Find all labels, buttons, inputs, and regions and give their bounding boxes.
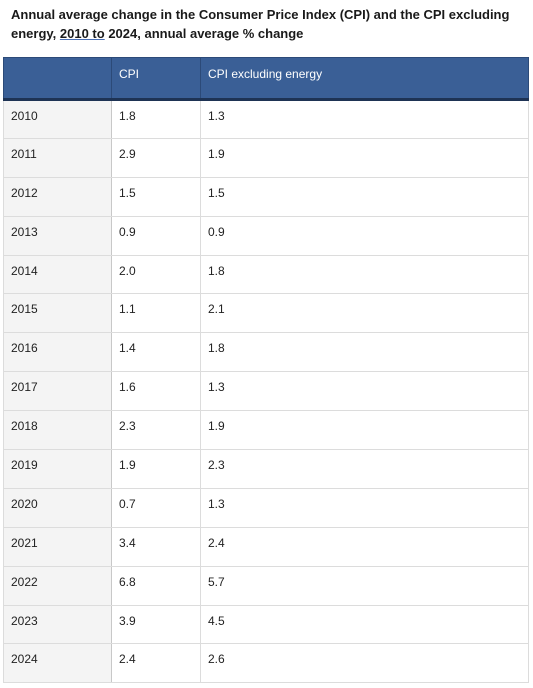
table-body: 2010 1.8 1.3 2011 2.9 1.9 2012 1.5 1.5 2013 0.9 0.9… bbox=[3, 99, 529, 684]
column-header-cpi-excluding-energy: CPI excluding energy bbox=[200, 57, 529, 101]
cpi-excluding-energy-value-cell: 1.3 bbox=[200, 371, 529, 412]
cpi-excluding-energy-value-cell: 1.3 bbox=[200, 487, 529, 528]
year-cell: 2018 bbox=[3, 410, 112, 451]
cpi-excluding-energy-value-cell: 1.9 bbox=[200, 410, 529, 451]
table-row: 2020 0.7 1.3 bbox=[3, 487, 529, 528]
cpi-value-cell: 1.4 bbox=[111, 332, 201, 373]
table-row: 2024 2.4 2.6 bbox=[3, 643, 529, 684]
cpi-value-cell: 2.3 bbox=[111, 410, 201, 451]
title-line-1: Annual average change in the Consumer Pr… bbox=[11, 7, 510, 22]
table-row: 2018 2.3 1.9 bbox=[3, 410, 529, 451]
year-cell: 2021 bbox=[3, 526, 112, 567]
cpi-excluding-energy-value-cell: 0.9 bbox=[200, 215, 529, 256]
cpi-value-cell: 6.8 bbox=[111, 565, 201, 606]
table-row: 2022 6.8 5.7 bbox=[3, 565, 529, 606]
year-cell: 2019 bbox=[3, 449, 112, 489]
table-title: Annual average change in the Consumer Pr… bbox=[11, 5, 526, 43]
table-row: 2021 3.4 2.4 bbox=[3, 526, 529, 567]
cpi-excluding-energy-value-cell: 1.8 bbox=[200, 332, 529, 373]
cpi-value-cell: 0.9 bbox=[111, 215, 201, 256]
year-cell: 2011 bbox=[3, 137, 112, 178]
cpi-value-cell: 1.8 bbox=[111, 99, 201, 139]
cpi-excluding-energy-value-cell: 2.6 bbox=[200, 643, 529, 684]
cpi-excluding-energy-value-cell: 1.5 bbox=[200, 176, 529, 217]
cpi-excluding-energy-value-cell: 1.8 bbox=[200, 254, 529, 295]
title-line-2: energy, 2010 to 2024, annual average % c… bbox=[11, 24, 526, 43]
table-header-row: CPI CPI excluding energy bbox=[3, 57, 529, 101]
cpi-excluding-energy-value-cell: 5.7 bbox=[200, 565, 529, 606]
cpi-value-cell: 3.9 bbox=[111, 604, 201, 645]
year-cell: 2015 bbox=[3, 293, 112, 334]
cpi-value-cell: 2.9 bbox=[111, 137, 201, 178]
table-row: 2011 2.9 1.9 bbox=[3, 137, 529, 178]
table-row: 2014 2.0 1.8 bbox=[3, 254, 529, 295]
year-cell: 2010 bbox=[3, 99, 112, 139]
year-cell: 2024 bbox=[3, 643, 112, 684]
year-cell: 2016 bbox=[3, 332, 112, 373]
table-row: 2010 1.8 1.3 bbox=[3, 99, 529, 139]
table-row: 2012 1.5 1.5 bbox=[3, 176, 529, 217]
title-line-2-underlined: 2010 to bbox=[59, 26, 105, 41]
cpi-value-cell: 0.7 bbox=[111, 487, 201, 528]
year-cell: 2020 bbox=[3, 487, 112, 528]
table-row: 2016 1.4 1.8 bbox=[3, 332, 529, 373]
cpi-value-cell: 1.6 bbox=[111, 371, 201, 412]
cpi-value-cell: 1.5 bbox=[111, 176, 201, 217]
cpi-excluding-energy-value-cell: 2.4 bbox=[200, 526, 529, 567]
title-line-2-prefix: energy, bbox=[11, 26, 60, 41]
table-row: 2023 3.9 4.5 bbox=[3, 604, 529, 645]
table-row: 2019 1.9 2.3 bbox=[3, 449, 529, 489]
column-header-year bbox=[3, 57, 112, 101]
cpi-value-cell: 1.1 bbox=[111, 293, 201, 334]
year-cell: 2023 bbox=[3, 604, 112, 645]
cpi-value-cell: 3.4 bbox=[111, 526, 201, 567]
year-cell: 2022 bbox=[3, 565, 112, 606]
cpi-excluding-energy-value-cell: 4.5 bbox=[200, 604, 529, 645]
cpi-value-cell: 1.9 bbox=[111, 449, 201, 489]
table-row: 2015 1.1 2.1 bbox=[3, 293, 529, 334]
title-line-2-suffix: 2024, annual average % change bbox=[104, 26, 304, 41]
year-cell: 2014 bbox=[3, 254, 112, 295]
cpi-table: CPI CPI excluding energy 2010 1.8 1.3 2011 2… bbox=[3, 57, 529, 684]
cpi-excluding-energy-value-cell: 2.1 bbox=[200, 293, 529, 334]
year-cell: 2012 bbox=[3, 176, 112, 217]
cpi-excluding-energy-value-cell: 2.3 bbox=[200, 449, 529, 489]
cpi-excluding-energy-value-cell: 1.9 bbox=[200, 137, 529, 178]
cpi-value-cell: 2.4 bbox=[111, 643, 201, 684]
table-row: 2017 1.6 1.3 bbox=[3, 371, 529, 412]
cpi-excluding-energy-value-cell: 1.3 bbox=[200, 99, 529, 139]
cpi-value-cell: 2.0 bbox=[111, 254, 201, 295]
year-cell: 2017 bbox=[3, 371, 112, 412]
column-header-cpi: CPI bbox=[111, 57, 201, 101]
year-cell: 2013 bbox=[3, 215, 112, 256]
table-row: 2013 0.9 0.9 bbox=[3, 215, 529, 256]
